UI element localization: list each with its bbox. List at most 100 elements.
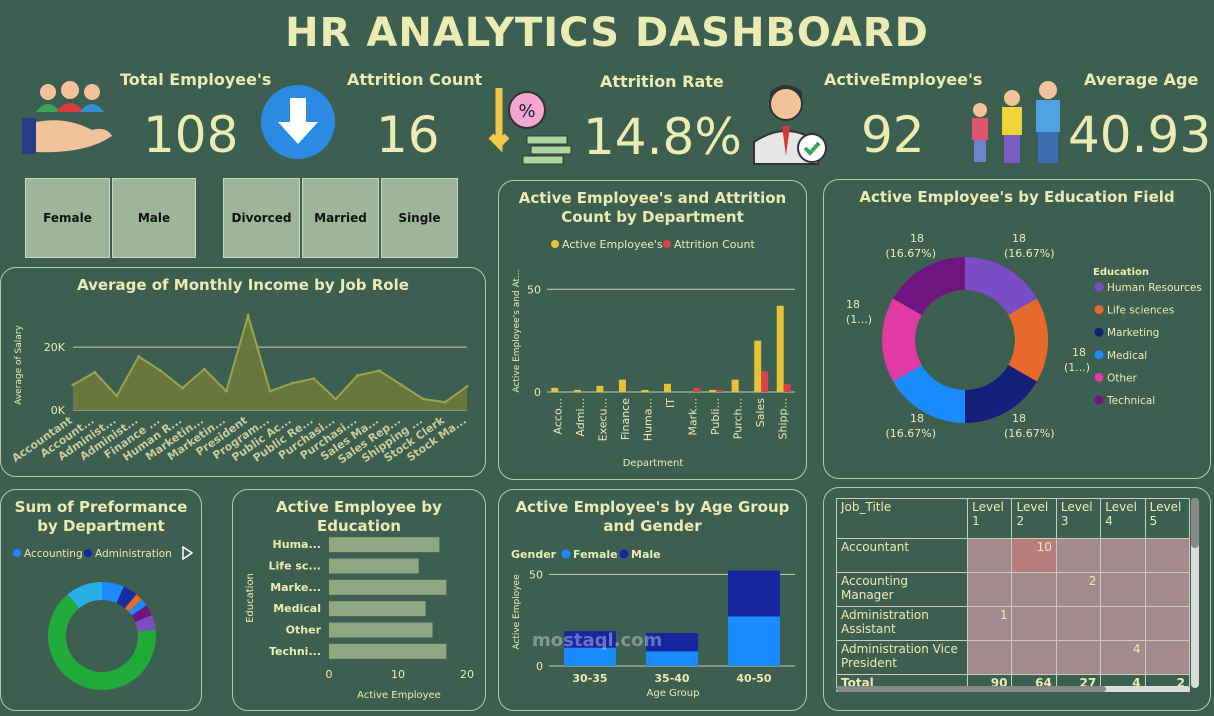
edufield-slice [965,257,1037,315]
dept-bar-active [618,379,626,392]
vertical-scrollbar[interactable] [1191,498,1199,688]
matrix-cell [1100,572,1146,607]
matrix-column-header[interactable]: Level 5 [1144,498,1191,539]
edufield-slice [893,365,965,423]
education-chart: Huma... Life sc... Marke... Medical Other Tec… [245,537,474,701]
matrix-column-header[interactable]: Level 3 [1055,498,1102,539]
performance-slice [67,582,102,609]
dept-legend-active: Active Employee's [562,238,663,251]
matrix-cell [1144,640,1191,675]
income-point [246,314,250,318]
matrix-row[interactable]: Accountant 10 [835,538,1191,573]
matrix-column-header[interactable]: Level 4 [1100,498,1146,539]
edufield-legend-item: Medical [1107,350,1147,362]
slicer-divorced[interactable]: Divorced [223,178,300,258]
matrix-cell: 1 [967,606,1013,641]
dept-ytick: 0 [534,386,541,399]
agegroup-xtick: 30-35 [572,672,607,685]
dept-xtick: Finance [619,398,632,440]
matrix-cell [1011,640,1057,675]
edufield-data-label-pct: (16.67%) [1004,247,1055,260]
matrix-panel: Job_Title Level 1 Level 2 Level 3 Level 4 Lev… [823,487,1211,711]
agegroup-bar-male [646,633,698,652]
education-bar [329,622,433,638]
edufield-legend-marker [1094,305,1104,315]
matrix-row[interactable]: Accounting Manager 2 [835,572,1191,607]
performance-slice [124,594,142,612]
edufield-legend-title: Education [1093,267,1149,278]
job-level-matrix: Job_Title Level 1 Level 2 Level 3 Level 4 Lev… [835,498,1191,692]
attrition-count-label: Attrition Count [347,70,483,89]
education-ytick: Other [286,624,322,637]
agegroup-xtick: 40-50 [736,672,772,685]
income-point [334,397,338,401]
education-ytick: Medical [273,602,321,615]
education-panel: Active Employee by Education Huma... Life… [232,489,486,711]
edufield-data-label-value: 18 [1072,346,1086,359]
matrix-column-header[interactable]: Level 1 [967,498,1013,539]
agegroup-legend-marker-female [561,549,571,559]
attrition-rate-value: 14.8% [583,108,742,166]
agegroup-chart: Gender Female Male 0 50 30-35 35-40 40-50 Age Gr… [511,548,795,699]
dept-xtick: Admi... [574,398,587,437]
matrix-cell [1011,572,1057,607]
education-title: Active Employee by Education [276,498,442,535]
income-point [115,394,119,398]
dept-bar-active [731,379,739,392]
edufield-legend-marker [1094,327,1104,337]
edufield-slice [882,298,922,382]
svg-text:%: % [518,101,535,122]
dept-legend-marker-active [551,240,559,248]
income-ytick: 20K [44,341,66,354]
dept-bar-active [551,387,559,392]
slicer-married[interactable]: Married [302,178,379,258]
income-chart: 0K20KAccountantAccount...Administ...Admi… [9,312,469,466]
matrix-cell: 2 [1055,572,1102,607]
income-point [312,377,316,381]
income-panel: Average of Monthly Income by Job Role 0K… [0,267,486,477]
income-point [377,369,381,373]
performance-slice [128,599,147,616]
dept-xtick: Shipp... [777,398,790,439]
agegroup-bar-male [564,631,616,648]
income-title: Average of Monthly Income by Job Role [77,276,409,294]
page-title: HR ANALYTICS DASHBOARD [285,10,929,56]
income-point [224,389,228,393]
edufield-data-label-value: 18 [1012,232,1026,245]
performance-legend-item: Administration [95,548,172,560]
edufield-title: Active Employee's by Education Field [859,188,1175,206]
dept-xtick: Purch... [732,398,745,439]
education-xtick: 20 [460,668,474,681]
dept-bar-attrition [693,387,701,392]
edufield-slice [965,365,1037,423]
matrix-column-header[interactable]: Level 2 [1011,498,1057,539]
matrix-row-title: Administration Vice President [835,640,969,675]
dept-bar-active [709,389,717,392]
matrix-cell [1055,640,1102,675]
matrix-row[interactable]: Administration Vice President 4 [835,640,1191,675]
approved-employee-icon [753,85,827,165]
matrix-row[interactable]: Administration Assistant 1 [835,606,1191,641]
matrix-column-header[interactable]: Job_Title [835,498,969,539]
dept-xtick: IT [664,398,677,408]
dept-bar-active [664,383,671,392]
dept-xtick: Execu... [596,398,609,441]
dept-legend-attrition: Attrition Count [674,238,755,251]
dept-bar-attrition [716,389,724,392]
average-age-value: 40.93 [1068,106,1212,164]
slicer-male[interactable]: Male [112,178,196,258]
matrix-cell [967,538,1013,573]
education-ytick: Techni... [269,645,321,658]
agegroup-bar-male [728,570,780,617]
matrix-cell: 10 [1011,538,1057,573]
slicer-female[interactable]: Female [25,178,110,258]
horizontal-scrollbar[interactable] [836,686,1190,692]
education-ytick: Marke... [270,581,321,594]
play-icon[interactable] [181,546,193,560]
education-bar [329,643,447,659]
percent-down-money-icon: % [488,88,572,165]
edufield-legend-marker [1094,395,1104,405]
slicer-single[interactable]: Single [381,178,458,258]
agegroup-title: Active Employee's by Age Group and Gende… [515,498,790,535]
total-employees-value: 108 [143,106,239,164]
